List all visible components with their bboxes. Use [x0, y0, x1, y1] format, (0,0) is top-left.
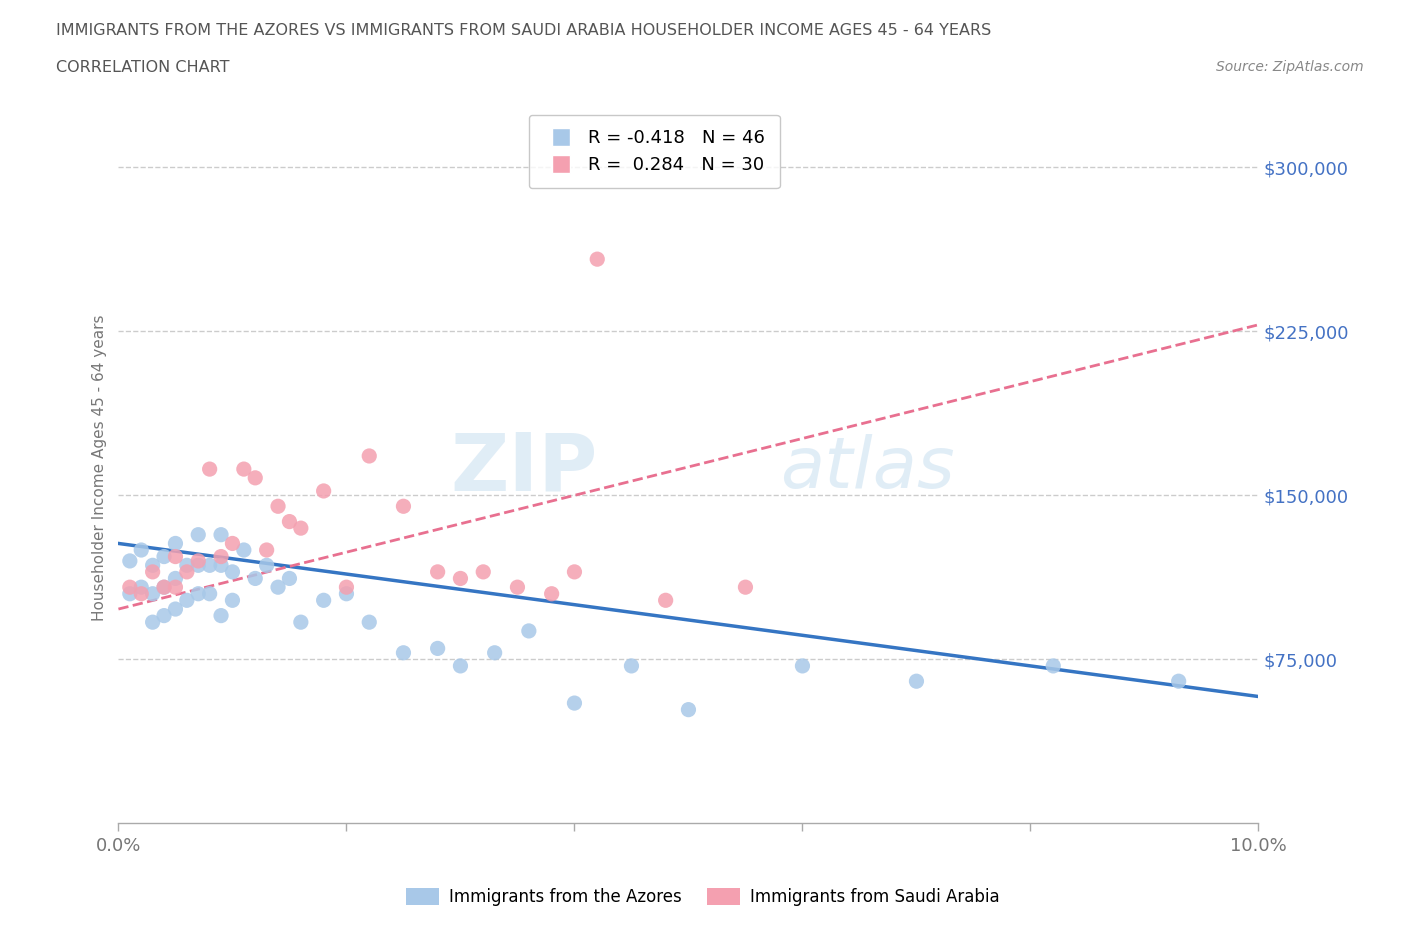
Point: [278, 571, 301, 586]
Point: [187, 553, 209, 568]
Point: [118, 553, 141, 568]
Point: [209, 558, 232, 573]
Legend: R = -0.418   N = 46, R =  0.284   N = 30: R = -0.418 N = 46, R = 0.284 N = 30: [529, 114, 780, 189]
Point: [540, 586, 562, 601]
Point: [118, 586, 141, 601]
Point: [267, 498, 290, 513]
Point: [256, 542, 278, 557]
Point: [232, 542, 254, 557]
Point: [484, 645, 506, 660]
Point: [165, 571, 187, 586]
Point: [153, 608, 176, 623]
Point: [586, 252, 609, 267]
Point: [221, 565, 243, 579]
Point: [312, 484, 335, 498]
Point: [517, 623, 540, 638]
Point: [290, 615, 312, 630]
Point: [335, 586, 357, 601]
Point: [312, 592, 335, 607]
Point: [118, 579, 141, 594]
Point: [654, 592, 676, 607]
Point: [165, 549, 187, 564]
Text: atlas: atlas: [780, 433, 955, 502]
Point: [176, 565, 198, 579]
Point: [426, 641, 449, 656]
Point: [1042, 658, 1064, 673]
Point: [221, 536, 243, 551]
Point: [359, 615, 381, 630]
Point: [792, 658, 814, 673]
Text: CORRELATION CHART: CORRELATION CHART: [56, 60, 229, 75]
Point: [198, 558, 221, 573]
Point: [153, 579, 176, 594]
Point: [290, 521, 312, 536]
Point: [209, 608, 232, 623]
Point: [472, 565, 495, 579]
Point: [165, 536, 187, 551]
Legend: Immigrants from the Azores, Immigrants from Saudi Arabia: Immigrants from the Azores, Immigrants f…: [399, 881, 1007, 912]
Point: [176, 592, 198, 607]
Point: [245, 471, 267, 485]
Point: [278, 514, 301, 529]
Point: [1167, 673, 1189, 688]
Point: [142, 586, 165, 601]
Point: [449, 571, 471, 586]
Point: [734, 579, 756, 594]
Point: [187, 586, 209, 601]
Point: [267, 579, 290, 594]
Text: Source: ZipAtlas.com: Source: ZipAtlas.com: [1216, 60, 1364, 74]
Point: [426, 565, 449, 579]
Point: [678, 702, 700, 717]
Point: [564, 565, 586, 579]
Point: [142, 558, 165, 573]
Point: [209, 527, 232, 542]
Point: [187, 527, 209, 542]
Point: [153, 579, 176, 594]
Point: [335, 579, 357, 594]
Text: IMMIGRANTS FROM THE AZORES VS IMMIGRANTS FROM SAUDI ARABIA HOUSEHOLDER INCOME AG: IMMIGRANTS FROM THE AZORES VS IMMIGRANTS…: [56, 23, 991, 38]
Point: [198, 461, 221, 476]
Point: [142, 565, 165, 579]
Point: [165, 602, 187, 617]
Point: [129, 586, 152, 601]
Point: [165, 579, 187, 594]
Point: [449, 658, 471, 673]
Point: [232, 461, 254, 476]
Point: [256, 558, 278, 573]
Point: [392, 498, 415, 513]
Point: [506, 579, 529, 594]
Point: [620, 658, 643, 673]
Point: [176, 558, 198, 573]
Point: [564, 696, 586, 711]
Y-axis label: Householder Income Ages 45 - 64 years: Householder Income Ages 45 - 64 years: [93, 314, 107, 621]
Point: [245, 571, 267, 586]
Point: [198, 586, 221, 601]
Point: [905, 673, 928, 688]
Point: [221, 592, 243, 607]
Point: [129, 579, 152, 594]
Point: [153, 549, 176, 564]
Point: [209, 549, 232, 564]
Point: [142, 615, 165, 630]
Text: ZIP: ZIP: [450, 429, 598, 507]
Point: [187, 558, 209, 573]
Point: [392, 645, 415, 660]
Point: [129, 542, 152, 557]
Point: [359, 448, 381, 463]
